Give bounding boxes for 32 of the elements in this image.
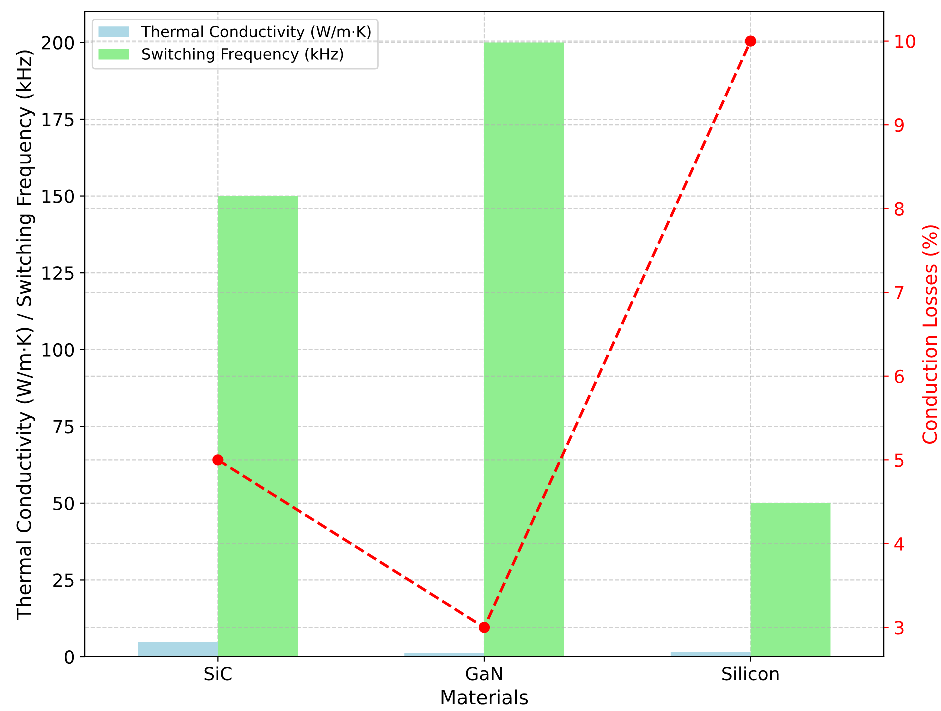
y-axis-title: Thermal Conductivity (W/m·K) / Switching Frequency (kHz) xyxy=(16,50,36,620)
point xyxy=(212,454,224,466)
y-tick-label: 25 xyxy=(54,574,74,588)
y-tick-label: 150 xyxy=(42,190,74,204)
y-tick-label: 100 xyxy=(42,343,74,357)
legend-label: Thermal Conductivity (W/m·K) xyxy=(141,26,371,41)
y-tick-label: 125 xyxy=(42,266,74,280)
x-tick-label: GaN xyxy=(466,667,502,681)
y2-tick-label: 8 xyxy=(894,202,904,216)
y2-tick-label: 6 xyxy=(894,370,904,384)
y2-axis-title: Conduction Losses (%) xyxy=(922,226,940,444)
y2-tick-label: 9 xyxy=(894,118,904,132)
y2-tick-label: 4 xyxy=(894,538,904,551)
x-tick-label: SiC xyxy=(204,666,232,681)
point xyxy=(745,36,756,47)
x-tick-label: Silicon xyxy=(722,666,779,681)
x-axis-title: Materials xyxy=(442,690,528,705)
y2-tick-label: 5 xyxy=(895,454,904,468)
y-tick-label: 75 xyxy=(54,420,74,434)
bar xyxy=(750,503,831,657)
bar xyxy=(218,196,298,657)
y-tick-label: 50 xyxy=(54,496,74,511)
y-tick-label: 175 xyxy=(42,113,74,127)
point xyxy=(478,622,490,634)
y-tick-label: 200 xyxy=(42,36,74,50)
bar xyxy=(484,42,564,657)
y2-tick-label: 3 xyxy=(895,621,904,635)
y2-tick-label: 7 xyxy=(895,286,904,300)
y2-tick-label: 10 xyxy=(896,34,916,48)
y-tick-label: 0 xyxy=(64,650,74,664)
legend-label: Switching Frequency (kHz) xyxy=(142,48,344,63)
bar xyxy=(138,642,218,657)
